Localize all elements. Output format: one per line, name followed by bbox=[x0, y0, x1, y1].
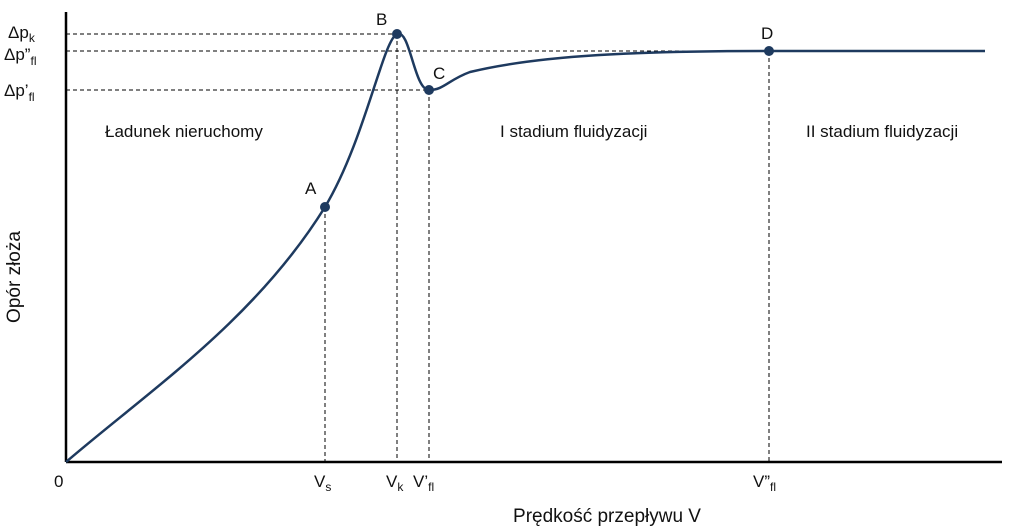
point-d-marker bbox=[764, 46, 774, 56]
guide-lines bbox=[66, 33, 770, 462]
y-tick-dpfl2: Δp”fl bbox=[4, 45, 36, 68]
curve-points bbox=[320, 29, 774, 212]
region-stage-1: I stadium fluidyzacji bbox=[500, 122, 647, 141]
x-tick-vfl1: V’fl bbox=[413, 472, 434, 494]
point-b-label: B bbox=[376, 10, 387, 29]
region-stage-2: II stadium fluidyzacji bbox=[806, 122, 958, 141]
point-d-label: D bbox=[761, 24, 773, 43]
region-fixed-bed: Ładunek nieruchomy bbox=[105, 122, 263, 141]
y-axis-label: Opór złoża bbox=[4, 231, 25, 323]
point-a-marker bbox=[320, 202, 330, 212]
y-tick-dpk: Δpk bbox=[8, 23, 36, 45]
x-axis-label: Prędkość przepływu V bbox=[513, 506, 701, 527]
x-tick-vfl2: V”fl bbox=[753, 472, 776, 494]
y-tick-dpfl1: Δp’fl bbox=[4, 81, 35, 104]
pressure-drop-curve bbox=[65, 32, 985, 463]
point-a-label: A bbox=[305, 179, 317, 198]
point-c-marker bbox=[424, 85, 434, 95]
point-c-label: C bbox=[433, 64, 445, 83]
x-tick-vk: Vk bbox=[386, 472, 404, 494]
x-tick-origin: 0 bbox=[54, 472, 63, 491]
x-tick-vs: Vs bbox=[314, 472, 331, 494]
point-b-marker bbox=[392, 29, 402, 39]
